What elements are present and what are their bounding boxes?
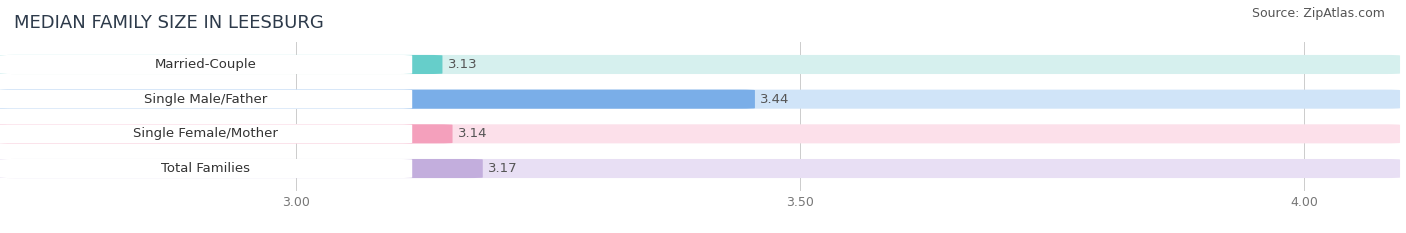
Text: 3.14: 3.14	[457, 127, 486, 140]
Text: Total Families: Total Families	[162, 162, 250, 175]
FancyBboxPatch shape	[0, 159, 412, 178]
FancyBboxPatch shape	[0, 90, 755, 109]
FancyBboxPatch shape	[0, 124, 412, 143]
FancyBboxPatch shape	[0, 159, 1400, 178]
Text: 3.13: 3.13	[447, 58, 477, 71]
Text: 3.44: 3.44	[761, 93, 789, 106]
FancyBboxPatch shape	[0, 124, 1400, 143]
FancyBboxPatch shape	[0, 159, 482, 178]
Text: MEDIAN FAMILY SIZE IN LEESBURG: MEDIAN FAMILY SIZE IN LEESBURG	[14, 14, 323, 32]
Text: Source: ZipAtlas.com: Source: ZipAtlas.com	[1251, 7, 1385, 20]
FancyBboxPatch shape	[0, 55, 1400, 74]
Text: Married-Couple: Married-Couple	[155, 58, 256, 71]
FancyBboxPatch shape	[0, 90, 412, 109]
FancyBboxPatch shape	[0, 124, 453, 143]
Text: Single Female/Mother: Single Female/Mother	[134, 127, 278, 140]
FancyBboxPatch shape	[0, 55, 443, 74]
Text: Single Male/Father: Single Male/Father	[143, 93, 267, 106]
FancyBboxPatch shape	[0, 55, 412, 74]
Text: 3.17: 3.17	[488, 162, 517, 175]
FancyBboxPatch shape	[0, 90, 1400, 109]
